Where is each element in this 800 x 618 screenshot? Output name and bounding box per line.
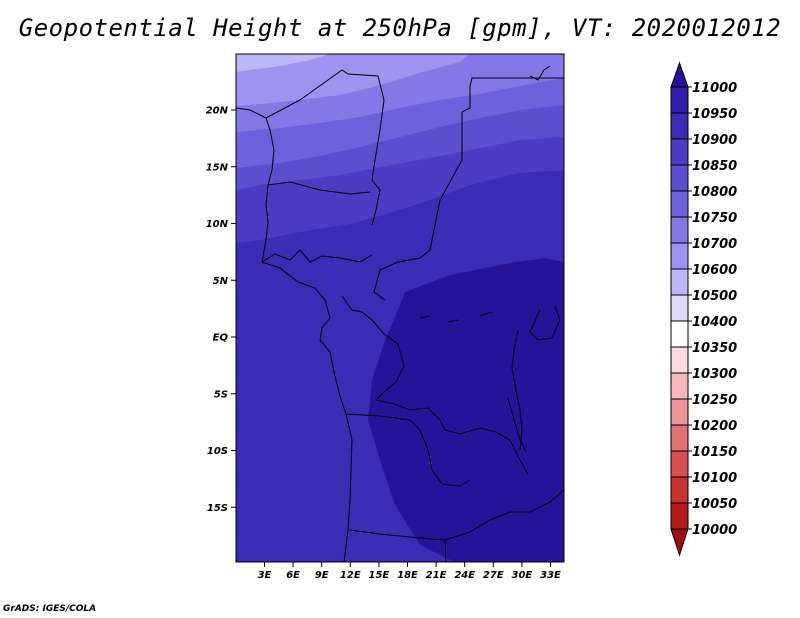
border-congo-basin — [341, 295, 405, 401]
contour-fill — [236, 54, 564, 562]
colorbar-label: 10100 — [692, 471, 737, 486]
colorbar-label: 10050 — [692, 497, 737, 512]
lat-tick-label: 5S — [214, 389, 228, 400]
border-sahel-north — [265, 69, 385, 226]
colorbar-label: 10200 — [692, 419, 737, 434]
colorbar-segment — [670, 320, 689, 348]
lat-tick-label: 10S — [207, 446, 228, 457]
colorbar-bottom-arrow — [670, 528, 689, 557]
colorbar-label: 10850 — [692, 159, 737, 174]
colorbar-segment — [670, 424, 689, 452]
lon-tick-label: 30E — [512, 570, 533, 581]
lat-tick-label: 20N — [206, 106, 229, 117]
border-coastal-states — [261, 249, 373, 263]
colorbar-segment — [670, 86, 689, 114]
border-great-lakes — [507, 397, 527, 453]
colorbar-label: 10500 — [692, 289, 737, 304]
border-northeast — [461, 77, 564, 113]
colorbar-top-arrow — [670, 61, 689, 88]
colorbar-segment — [670, 164, 689, 192]
lake-tanganyika — [511, 329, 523, 451]
lon-tick-label: 15E — [369, 570, 390, 581]
lon-tick-label: 6E — [286, 570, 300, 581]
colorbar: 11000 10950 10900 10850 10800 10750 10700 10600… — [670, 61, 737, 557]
colorbar-segment — [670, 112, 689, 140]
coastline-west — [236, 107, 353, 562]
coast-red-sea — [529, 65, 551, 81]
colorbar-label: 10000 — [692, 523, 737, 538]
border-central-east — [373, 112, 463, 301]
lon-tick-label: 21E — [426, 570, 447, 581]
colorbar-segment — [670, 268, 689, 296]
border-angola — [345, 413, 471, 487]
colorbar-label: 10250 — [692, 393, 737, 408]
colorbar-label: 10150 — [692, 445, 737, 460]
lat-tick-label: 15S — [207, 503, 228, 514]
colorbar-label: 10900 — [692, 133, 737, 148]
colorbar-label: 10600 — [692, 263, 737, 278]
lon-tick-label: 33E — [540, 570, 561, 581]
lat-tick-label: 5N — [213, 276, 229, 287]
fill-band-10600 — [236, 54, 470, 106]
lon-tick-label: 3E — [258, 570, 272, 581]
lon-tick-label: 24E — [454, 570, 475, 581]
colorbar-label: 10300 — [692, 367, 737, 382]
map-frame — [235, 53, 565, 563]
colorbar-label: 10700 — [692, 237, 737, 252]
longitude-axis: 3E 6E 9E 12E 15E 18E 21E 24E 27E 30E 33E — [258, 562, 561, 581]
fill-band-10500 — [236, 54, 330, 72]
country-borders — [236, 65, 564, 562]
colorbar-segment — [670, 450, 689, 478]
colorbar-segment — [670, 346, 689, 374]
fill-band-11000 — [368, 258, 564, 562]
colorbar-segment — [670, 242, 689, 270]
lake-victoria — [529, 305, 561, 341]
colorbar-segment — [670, 398, 689, 426]
colorbar-segment — [670, 138, 689, 166]
colorbar-label: 10750 — [692, 211, 737, 226]
colorbar-label: 11000 — [692, 81, 737, 96]
colorbar-segment — [670, 476, 689, 504]
lon-tick-label: 9E — [315, 570, 329, 581]
colorbar-label: 10800 — [692, 185, 737, 200]
lat-tick-label: 10N — [206, 219, 229, 230]
border-southern — [375, 399, 529, 475]
colorbar-label: 10950 — [692, 107, 737, 122]
lat-tick-label: 15N — [206, 162, 229, 173]
colorbar-segment — [670, 190, 689, 218]
border-south — [349, 489, 564, 541]
lon-tick-label: 12E — [340, 570, 361, 581]
border-namibia — [444, 539, 447, 562]
lat-tick-label: EQ — [213, 333, 229, 344]
colorbar-segment — [670, 216, 689, 244]
lon-tick-label: 27E — [483, 570, 504, 581]
lon-tick-label: 18E — [397, 570, 418, 581]
colorbar-segment — [670, 372, 689, 400]
plot-title: Geopotential Height at 250hPa [gpm], VT:… — [18, 14, 782, 42]
colorbar-label: 10400 — [692, 315, 737, 330]
footer-credit: GrADS: IGES/COLA — [3, 604, 97, 614]
border-niger-south — [267, 181, 371, 195]
fill-band-10900-coastal — [340, 450, 372, 562]
river-congo — [419, 311, 493, 323]
latitude-axis: 20N 15N 10N 5N EQ 5S 10S 15S — [206, 106, 236, 514]
colorbar-label: 10350 — [692, 341, 737, 356]
colorbar-segment — [670, 294, 689, 322]
colorbar-segment — [670, 502, 689, 530]
